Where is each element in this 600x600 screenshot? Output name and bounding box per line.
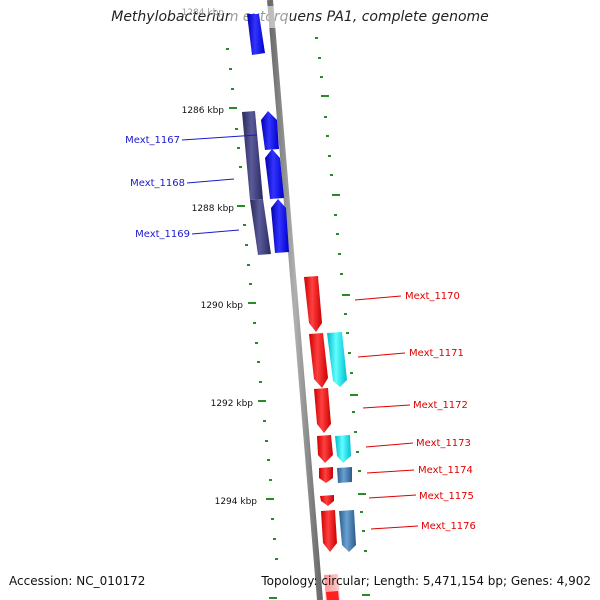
cds-arrow-1175 (320, 495, 334, 506)
cds-arrow-1171 (309, 333, 328, 388)
inner-tick-track (226, 48, 278, 599)
tick-label: 1286 kbp (182, 106, 225, 116)
cds-arrow-1174 (319, 467, 333, 483)
forward-strand-features (242, 14, 289, 255)
reverse-strand-features (304, 276, 356, 600)
gene-label-mext-1171[interactable]: Mext_1171 (409, 348, 464, 359)
gene-label-mext-1174[interactable]: Mext_1174 (418, 465, 473, 476)
cds-arrow-bottom-core (326, 591, 339, 600)
genome-backbone (267, 0, 323, 600)
gene-label-mext-1175[interactable]: Mext_1175 (419, 491, 474, 502)
product-bar-1174 (337, 467, 352, 483)
product-bar-1173 (335, 435, 351, 463)
tick-label: 1292 kbp (211, 399, 254, 409)
product-bar-1171 (327, 332, 347, 387)
tick-label: 1290 kbp (201, 301, 244, 311)
gene-label-mext-1170[interactable]: Mext_1170 (405, 291, 460, 302)
cds-arrow-1169 (271, 199, 289, 253)
cds-arrow-top (247, 14, 265, 55)
gene-bar-1167-1168 (242, 111, 263, 200)
map-title: Methylobacterium extorquens PA1, complet… (111, 9, 489, 25)
cds-arrow-1173 (317, 435, 333, 463)
gene-label-mext-1172[interactable]: Mext_1172 (413, 400, 468, 411)
gene-label-mext-1173[interactable]: Mext_1173 (416, 438, 471, 449)
gene-label-mext-1169[interactable]: Mext_1169 (135, 229, 190, 240)
label-leaders (181, 134, 419, 530)
genome-summary: Topology: circular; Length: 5,471,154 bp… (261, 574, 591, 588)
tick-label: 1294 kbp (215, 497, 258, 507)
product-bar-1176 (339, 510, 356, 552)
cds-arrow-1170 (304, 276, 322, 332)
tick-label: 1288 kbp (192, 204, 235, 214)
gene-bar-1169 (250, 199, 271, 255)
cds-arrow-1172 (314, 388, 331, 433)
cds-arrow-1167 (261, 111, 279, 150)
gene-label-mext-1168[interactable]: Mext_1168 (130, 178, 185, 189)
accession-label: Accession: NC_010172 (9, 574, 146, 588)
cds-arrow-1168 (265, 149, 284, 199)
gene-label-mext-1167[interactable]: Mext_1167 (125, 135, 180, 146)
tick-label: 1284 kbp (182, 8, 225, 18)
cds-arrow-1176 (321, 510, 337, 552)
title-backdrop (230, 6, 290, 28)
outer-tick-track (315, 37, 370, 596)
gene-label-mext-1176[interactable]: Mext_1176 (421, 521, 476, 532)
